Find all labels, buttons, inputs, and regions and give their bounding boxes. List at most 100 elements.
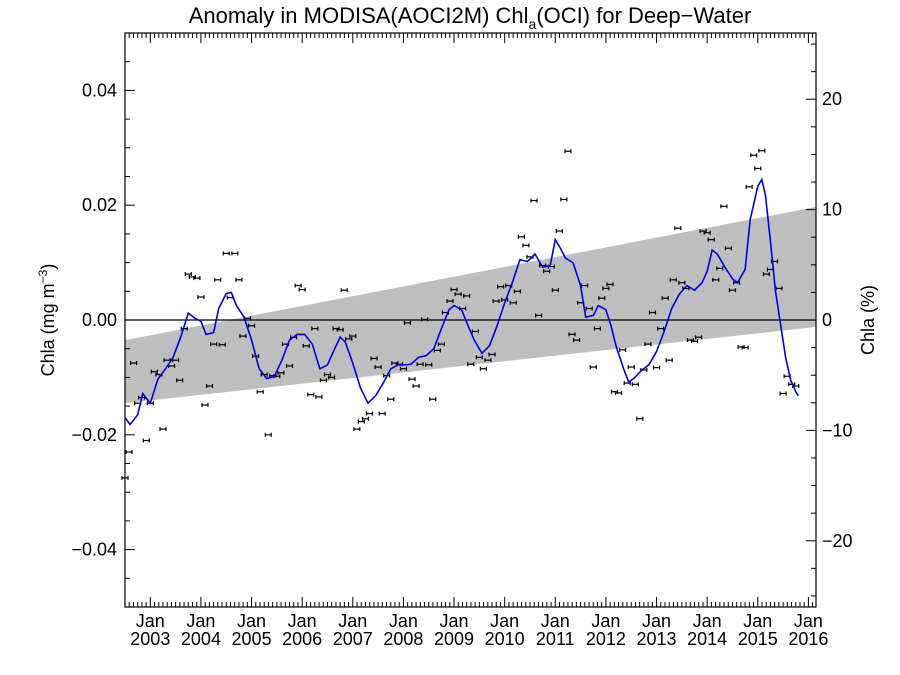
data-point — [201, 402, 209, 407]
data-point — [130, 361, 138, 366]
title-suffix: (OCI) for Deep−Water — [536, 3, 751, 28]
data-point — [589, 365, 597, 370]
title-subscript: a — [529, 16, 537, 32]
data-point — [614, 390, 623, 395]
x-tick-month-label: Jan — [136, 611, 165, 631]
data-point — [239, 334, 247, 339]
data-point — [340, 288, 348, 293]
x-tick-month-label: Jan — [743, 611, 772, 631]
data-point — [285, 363, 294, 368]
ylabel-superscript: −3 — [36, 269, 50, 283]
axes-layer: 0.040.020.00−0.02−0.0420100−10−20Jan2003… — [71, 32, 853, 649]
data-point — [307, 392, 315, 397]
data-point — [716, 266, 724, 271]
data-point — [387, 397, 395, 402]
data-point — [602, 286, 610, 291]
y-tick-label: −0.04 — [71, 540, 117, 560]
data-point — [467, 362, 475, 367]
data-point — [762, 272, 770, 277]
y2-tick-label: −20 — [822, 531, 853, 551]
x-tick-month-label: Jan — [541, 611, 570, 631]
data-point — [724, 246, 733, 251]
data-point — [779, 391, 787, 396]
data-point — [184, 272, 192, 277]
data-point — [463, 293, 471, 298]
data-point — [408, 377, 416, 382]
x-tick-year-label: 2009 — [434, 629, 474, 649]
data-point — [488, 352, 496, 357]
data-point — [302, 343, 310, 348]
data-point — [446, 299, 454, 304]
x-tick-month-label: Jan — [490, 611, 519, 631]
data-point — [551, 288, 559, 293]
data-point — [264, 432, 272, 437]
data-point — [256, 389, 264, 394]
data-point — [311, 326, 319, 331]
x-tick-month-label: Jan — [186, 611, 215, 631]
data-point — [209, 342, 218, 347]
data-point — [429, 397, 437, 402]
data-point — [530, 198, 538, 203]
x-tick-year-label: 2014 — [687, 629, 727, 649]
data-point — [690, 339, 699, 344]
chart-title: Anomaly in MODISA(AOCI2M) Chla(OCI) for … — [189, 3, 752, 32]
y2-axis-title: Chla (%) — [858, 285, 878, 355]
data-point — [555, 229, 563, 234]
data-point — [750, 153, 758, 158]
x-tick-year-label: 2010 — [485, 629, 525, 649]
ylabel-suffix: ) — [38, 264, 58, 270]
data-point — [159, 427, 167, 432]
x-tick-year-label: 2012 — [586, 629, 626, 649]
data-point — [707, 237, 715, 242]
smoothed-series-line — [124, 177, 799, 426]
y-tick-label: 0.00 — [82, 310, 117, 330]
data-point — [492, 299, 500, 304]
x-tick-month-label: Jan — [389, 611, 418, 631]
y-tick-label: 0.04 — [82, 80, 117, 100]
data-point — [720, 204, 728, 209]
x-tick-month-label: Jan — [794, 611, 823, 631]
data-point — [631, 382, 639, 387]
x-tick-year-label: 2015 — [738, 629, 778, 649]
data-point — [501, 297, 509, 302]
data-point — [517, 234, 525, 239]
x-tick-month-label: Jan — [642, 611, 671, 631]
trend-band — [125, 206, 816, 404]
x-tick-year-label: 2003 — [130, 629, 170, 649]
data-point — [197, 295, 205, 300]
data-point — [694, 335, 703, 340]
data-point — [425, 362, 433, 367]
data-point — [703, 230, 711, 235]
data-point — [581, 283, 589, 288]
data-point — [754, 166, 762, 171]
data-point — [606, 282, 614, 287]
data-point — [235, 277, 243, 282]
data-point — [193, 276, 201, 281]
data-point — [176, 378, 184, 383]
data-point — [437, 342, 445, 347]
y-axis-title: Chla (mg m−3) — [36, 264, 58, 377]
data-point — [560, 197, 568, 202]
x-tick-month-label: Jan — [440, 611, 469, 631]
data-point — [509, 300, 517, 305]
data-point — [585, 306, 593, 311]
data-point — [403, 320, 412, 325]
data-point — [652, 365, 661, 370]
data-point — [513, 289, 521, 294]
data-point — [294, 283, 302, 288]
data-point — [450, 287, 458, 292]
data-point — [636, 416, 644, 421]
data-point — [745, 184, 753, 189]
data-point — [741, 345, 749, 350]
data-point — [370, 356, 378, 361]
y2-tick-label: 10 — [822, 200, 842, 220]
data-point — [412, 384, 420, 389]
data-point — [247, 323, 256, 328]
data-point — [222, 251, 230, 256]
data-point — [758, 148, 766, 153]
x-tick-year-label: 2011 — [536, 629, 575, 649]
data-point — [619, 347, 627, 352]
x-tick-year-label: 2005 — [232, 629, 272, 649]
x-tick-month-label: Jan — [591, 611, 620, 631]
data-point — [421, 317, 429, 322]
